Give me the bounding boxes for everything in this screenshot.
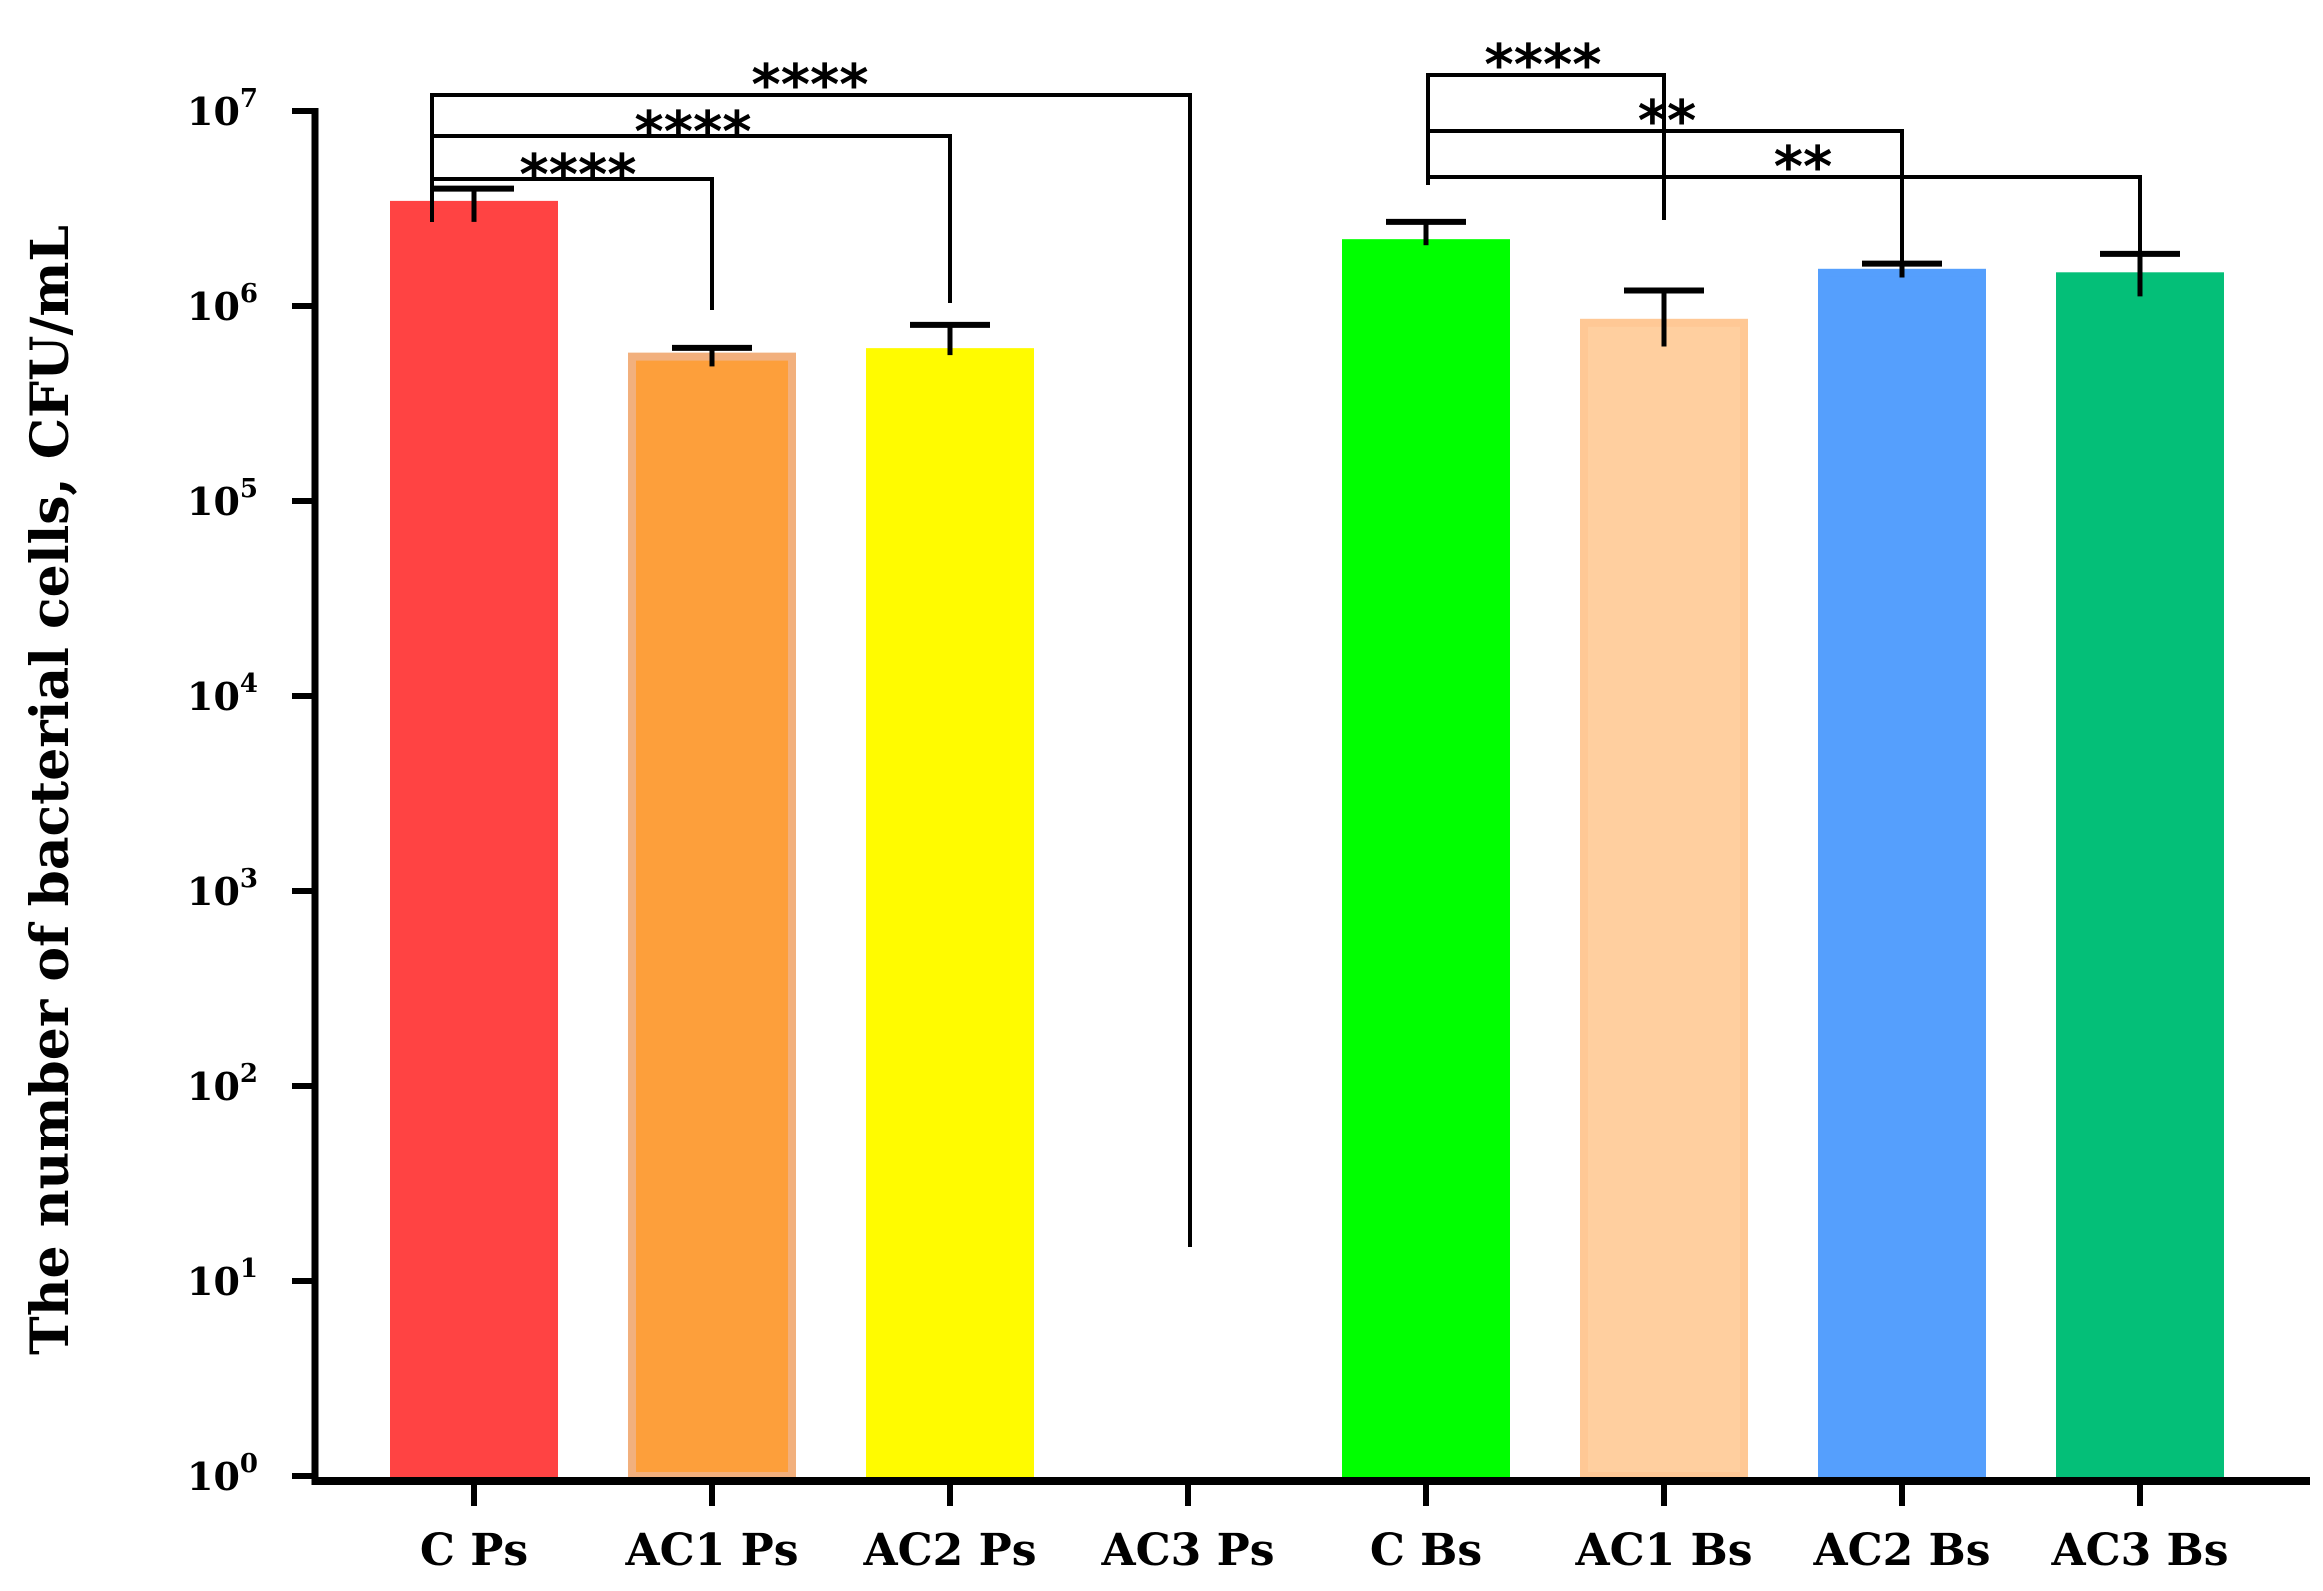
y-tick-exponent: 5 bbox=[240, 474, 258, 504]
y-tick-label: 100 bbox=[187, 1449, 258, 1499]
x-tick-label: AC3 Bs bbox=[2050, 1525, 2228, 1576]
y-tick-label: 102 bbox=[187, 1059, 258, 1109]
significance-bracket bbox=[1426, 129, 1904, 268]
y-tick-base: 10 bbox=[187, 479, 240, 524]
bar bbox=[1342, 239, 1510, 1480]
y-tick-label: 106 bbox=[187, 279, 258, 329]
x-tick-label: AC1 Bs bbox=[1574, 1525, 1752, 1576]
error-bars-layer bbox=[434, 185, 2180, 367]
significance-label: **** bbox=[634, 100, 751, 165]
y-tick-base: 10 bbox=[187, 1259, 240, 1304]
y-tick-label: 103 bbox=[187, 864, 258, 914]
x-tick-label: AC3 Ps bbox=[1101, 1525, 1275, 1576]
x-ticks-layer: C Ps AC1 Ps AC2 Ps AC3 Ps C Bs AC1 Bs AC2 Bs AC… bbox=[420, 1481, 2229, 1576]
bar bbox=[628, 352, 796, 1480]
significance-layer: ************ ******** bbox=[430, 33, 2142, 1247]
y-tick-label: 105 bbox=[187, 474, 258, 524]
bars-layer bbox=[390, 200, 2224, 1481]
significance-bracket bbox=[1426, 175, 2142, 252]
bar bbox=[866, 348, 1034, 1480]
significance-bracket bbox=[430, 93, 1192, 1247]
x-tick-label: AC2 Bs bbox=[1812, 1525, 1990, 1576]
bar bbox=[1580, 318, 1748, 1481]
x-tick-label: C Bs bbox=[1370, 1525, 1482, 1576]
y-tick-base: 10 bbox=[187, 284, 240, 329]
bar bbox=[390, 200, 558, 1481]
bar bbox=[2056, 272, 2224, 1480]
y-tick-exponent: 3 bbox=[240, 864, 258, 894]
bar bbox=[1818, 268, 1986, 1480]
y-tick-base: 10 bbox=[187, 869, 240, 914]
significance-label: **** bbox=[751, 53, 868, 118]
y-axis-label: The number of bacterial cells, CFU/mL bbox=[20, 225, 81, 1355]
y-tick-base: 10 bbox=[187, 1454, 240, 1499]
y-tick-label: 107 bbox=[187, 84, 258, 134]
y-tick-base: 10 bbox=[187, 674, 240, 719]
y-tick-exponent: 4 bbox=[240, 669, 258, 699]
y-tick-exponent: 2 bbox=[240, 1059, 258, 1089]
y-tick-label: 104 bbox=[187, 669, 258, 719]
y-tick-exponent: 6 bbox=[240, 279, 258, 309]
y-tick-exponent: 7 bbox=[240, 84, 258, 114]
significance-label: **** bbox=[519, 143, 636, 208]
y-tick-exponent: 1 bbox=[240, 1254, 258, 1284]
y-tick-base: 10 bbox=[187, 1064, 240, 1109]
x-tick-label: AC2 Ps bbox=[863, 1525, 1037, 1576]
significance-bracket bbox=[1426, 73, 1666, 220]
x-tick-label: AC1 Ps bbox=[625, 1525, 799, 1576]
significance-label: ** bbox=[1774, 135, 1833, 200]
significance-label: **** bbox=[1484, 33, 1601, 98]
axes-layer bbox=[311, 108, 2310, 1485]
significance-label: ** bbox=[1638, 89, 1697, 154]
x-tick-label: C Ps bbox=[420, 1525, 528, 1576]
y-tick-exponent: 0 bbox=[240, 1449, 258, 1479]
y-tick-base: 10 bbox=[187, 89, 240, 134]
y-tick-label: 101 bbox=[187, 1254, 258, 1304]
